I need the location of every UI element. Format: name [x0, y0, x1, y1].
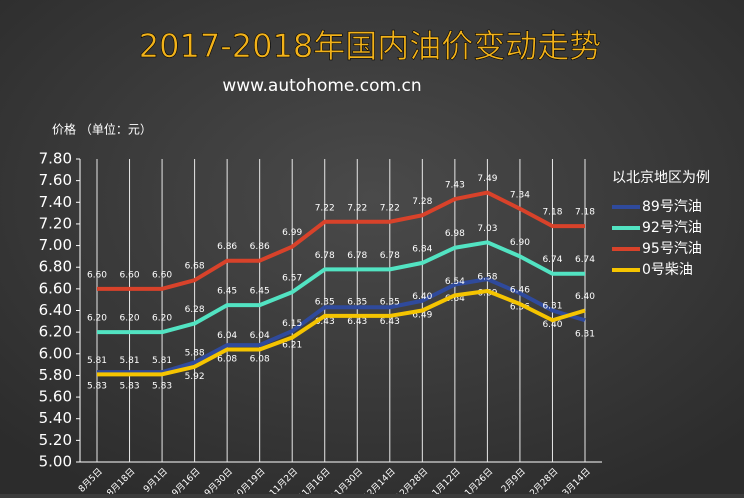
legend-label: 92号汽油 [642, 220, 702, 236]
y-tick-label: 7.60 [39, 171, 72, 189]
data-label: 6.78 [380, 251, 400, 261]
data-label: 6.40 [575, 292, 595, 302]
data-label: 6.40 [412, 292, 432, 302]
data-label: 7.18 [542, 208, 562, 218]
data-label: 6.90 [510, 238, 530, 248]
data-label: 6.56 [510, 303, 530, 313]
data-label: 6.86 [217, 242, 237, 252]
data-label: 7.22 [315, 203, 335, 213]
data-label: 5.92 [185, 372, 205, 382]
data-label: 6.21 [282, 341, 302, 351]
data-label: 6.69 [477, 289, 497, 299]
data-label: 6.35 [380, 297, 400, 307]
data-label: 6.49 [412, 310, 432, 320]
data-label: 5.83 [87, 382, 107, 392]
y-tick-label: 6.80 [39, 258, 72, 276]
series-line [97, 190, 585, 291]
data-label: 6.28 [185, 305, 205, 315]
y-tick-label: 6.40 [39, 301, 72, 319]
data-label: 6.68 [185, 262, 205, 272]
series-line [97, 277, 586, 375]
data-label: 6.60 [120, 270, 140, 280]
data-label: 6.40 [542, 320, 562, 330]
data-label: 5.88 [185, 348, 205, 358]
data-label: 6.57 [282, 274, 302, 284]
data-label: 6.74 [575, 255, 595, 265]
data-label: 6.43 [315, 317, 335, 327]
data-label: 6.08 [250, 355, 270, 365]
data-label: 6.78 [315, 251, 335, 261]
series-line [97, 240, 585, 335]
data-label: 6.04 [217, 331, 237, 341]
data-label: 6.31 [575, 330, 595, 340]
y-tick-label: 7.20 [39, 214, 72, 232]
data-label: 6.58 [477, 273, 497, 283]
data-label: 6.08 [217, 355, 237, 365]
y-tick-label: 7.40 [39, 193, 72, 211]
data-label: 7.28 [412, 197, 432, 207]
data-label: 7.22 [380, 203, 400, 213]
data-label: 6.78 [347, 251, 367, 261]
data-label: 7.34 [510, 190, 530, 200]
legend-label: 0号柴油 [642, 262, 693, 278]
data-label: 6.04 [250, 331, 270, 341]
series-line [97, 289, 586, 377]
y-tick-label: 6.60 [39, 279, 72, 297]
y-tick-label: 7.80 [39, 150, 72, 168]
data-label: 6.84 [412, 244, 432, 254]
y-tick-label: 7.00 [39, 236, 72, 254]
chart-subtitle: www.autohome.com.cn [222, 76, 421, 96]
data-label: 6.86 [250, 242, 270, 252]
y-tick-label: 5.40 [39, 409, 72, 427]
y-tick-label: 6.20 [39, 323, 72, 341]
y-tick-label: 5.60 [39, 388, 72, 406]
data-label: 7.18 [575, 208, 595, 218]
data-label: 6.43 [347, 317, 367, 327]
y-tick-label: 5.20 [39, 431, 72, 449]
data-label: 6.20 [87, 314, 107, 324]
data-label: 6.31 [542, 302, 562, 312]
data-label: 5.81 [120, 356, 140, 366]
data-label: 6.43 [380, 317, 400, 327]
data-label: 6.60 [152, 270, 172, 280]
data-label: 6.35 [315, 297, 335, 307]
data-label: 5.81 [152, 356, 172, 366]
chart-title: 2017-2018年国内油价变动走势 [139, 27, 601, 65]
y-tick-label: 6.00 [39, 344, 72, 362]
data-label: 6.64 [445, 294, 465, 304]
data-label: 6.74 [542, 255, 562, 265]
data-label: 6.45 [250, 287, 270, 297]
y-axis-title: 价格 （单位：元） [52, 122, 152, 137]
data-label: 6.20 [120, 314, 140, 324]
data-label: 6.60 [87, 270, 107, 280]
data-label: 6.15 [282, 319, 302, 329]
data-label: 6.98 [445, 229, 465, 239]
y-tick-label: 5.80 [39, 366, 72, 384]
data-label: 7.22 [347, 203, 367, 213]
data-label: 6.20 [152, 314, 172, 324]
data-label: 6.99 [282, 228, 302, 238]
legend-label: 89号汽油 [642, 199, 702, 215]
data-label: 5.81 [87, 356, 107, 366]
data-label: 7.49 [477, 174, 497, 184]
data-label: 6.54 [445, 277, 465, 287]
data-label: 5.83 [120, 382, 140, 392]
legend-title: 以北京地区为例 [612, 170, 710, 186]
data-label: 5.83 [152, 382, 172, 392]
data-label: 6.35 [347, 297, 367, 307]
data-label: 6.46 [510, 286, 530, 296]
data-label: 7.03 [477, 224, 497, 234]
data-label: 7.43 [445, 181, 465, 191]
data-label: 6.45 [217, 287, 237, 297]
legend-label: 95号汽油 [642, 241, 702, 257]
y-tick-label: 5.00 [39, 453, 72, 471]
